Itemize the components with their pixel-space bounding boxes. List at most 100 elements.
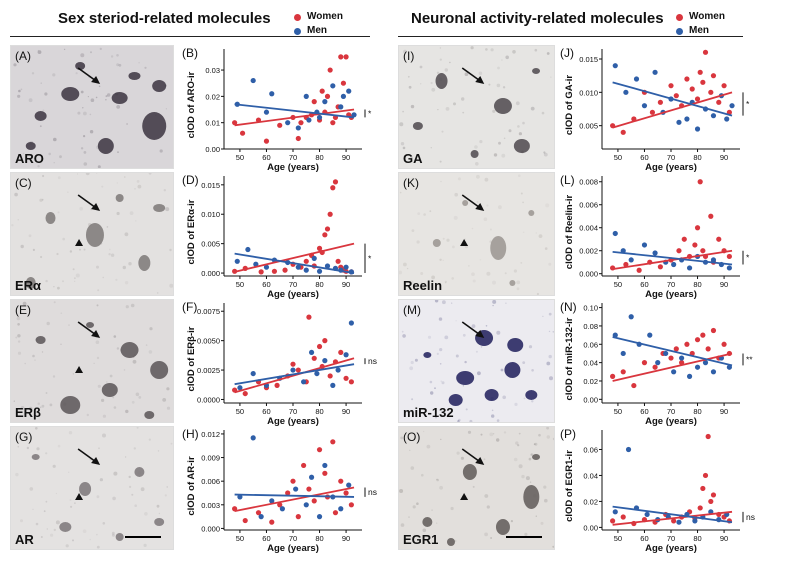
tissue-speckle <box>520 192 523 195</box>
x-tick-label: 70 <box>667 534 675 543</box>
tissue-speckle <box>28 406 33 411</box>
tissue-speckle <box>80 90 84 94</box>
tissue-speckle <box>497 66 500 70</box>
tissue-speckle <box>15 336 18 339</box>
men-trend-line <box>234 363 355 386</box>
men-data-point <box>620 350 626 357</box>
women-data-point <box>306 486 312 492</box>
tissue-speckle <box>111 531 115 535</box>
x-tick-label: 90 <box>342 280 350 289</box>
stained-cell <box>484 389 499 401</box>
women-data-point <box>343 490 349 496</box>
y-tick-label: 0.000 <box>201 269 220 278</box>
tissue-speckle <box>95 96 98 99</box>
men-data-point <box>346 88 352 94</box>
significance-label: * <box>746 99 750 109</box>
tissue-speckle <box>17 445 20 448</box>
arrow-icon <box>461 448 481 463</box>
tissue-speckle <box>148 350 153 354</box>
tissue-speckle <box>512 50 516 54</box>
y-tick-label: 0.00 <box>583 395 598 404</box>
arrow-icon <box>77 194 97 209</box>
women-data-point <box>700 485 706 492</box>
tissue-speckle <box>96 265 99 269</box>
stained-cell <box>134 467 145 477</box>
women-data-point <box>694 225 701 231</box>
legend-item-women: Women <box>294 10 343 24</box>
men-data-point <box>303 93 309 99</box>
tissue-speckle <box>109 374 113 378</box>
tissue-speckle <box>116 182 119 184</box>
tissue-speckle <box>59 155 62 159</box>
tissue-speckle <box>68 431 73 435</box>
arrow-icon <box>461 194 481 209</box>
tissue-speckle <box>57 286 60 290</box>
men-data-point <box>263 264 270 270</box>
men-data-point <box>237 385 243 391</box>
panel-letter: (B) <box>182 46 198 60</box>
tissue-speckle <box>496 330 501 335</box>
tissue-speckle <box>417 212 421 215</box>
tissue-speckle <box>468 265 470 267</box>
men-data-point <box>612 509 618 515</box>
men-data-point <box>644 511 650 518</box>
women-data-point <box>343 375 349 381</box>
tissue-speckle <box>436 71 440 74</box>
tissue-speckle <box>72 373 74 375</box>
women-data-point <box>330 120 336 126</box>
tissue-speckle <box>402 146 406 150</box>
men-data-point <box>340 93 347 99</box>
women-trend-line <box>234 108 355 127</box>
men-data-point <box>316 514 323 520</box>
legend-item-men: Men <box>294 24 343 38</box>
women-data-point <box>316 447 323 453</box>
tissue-speckle <box>436 522 438 524</box>
women-data-point <box>338 54 344 60</box>
arrowhead-icon <box>460 493 469 500</box>
tissue-speckle <box>530 453 534 456</box>
tissue-speckle <box>102 276 104 279</box>
tissue-speckle <box>464 72 469 76</box>
tissue-speckle <box>442 237 445 240</box>
tissue-speckle <box>135 220 137 222</box>
tissue-speckle <box>162 398 167 402</box>
tissue-speckle <box>99 478 103 482</box>
tissue-speckle <box>440 380 442 382</box>
tissue-speckle <box>145 344 148 346</box>
x-axis-label: Age (years) <box>645 416 697 426</box>
tissue-speckle <box>439 58 442 61</box>
x-axis-label: Age (years) <box>645 162 697 172</box>
women-data-point <box>311 498 317 504</box>
tissue-speckle <box>544 247 548 250</box>
men-data-point <box>308 474 315 480</box>
chart-mir132: (N) cIOD of miR-132-ir 0.00 0.02 0.04 0.06 0.0… <box>560 300 753 426</box>
tissue-speckle <box>41 351 44 353</box>
tissue-speckle <box>540 521 544 525</box>
tissue-speckle <box>485 325 488 327</box>
tissue-speckle <box>400 523 405 527</box>
micrograph-ga: (I) GA <box>398 45 555 169</box>
tissue-speckle <box>475 350 478 353</box>
tissue-speckle <box>90 98 95 102</box>
women-data-point <box>316 343 323 350</box>
tissue-speckle <box>496 438 500 442</box>
micrograph-image <box>13 301 171 419</box>
tissue-speckle <box>440 438 442 441</box>
tissue-speckle <box>37 402 40 405</box>
x-tick-label: 50 <box>236 407 244 416</box>
men-data-point <box>335 367 341 373</box>
tissue-speckle <box>158 512 161 515</box>
tissue-speckle <box>411 229 415 232</box>
tissue-speckle <box>99 47 102 50</box>
tissue-speckle <box>136 180 140 183</box>
y-tick-label: 0.00 <box>205 145 220 154</box>
women-data-point <box>322 338 328 344</box>
women-data-point <box>684 76 690 82</box>
tissue-speckle <box>505 302 507 304</box>
men-data-point <box>641 103 648 109</box>
men-data-point <box>330 382 336 388</box>
y-tick-label: 0.04 <box>583 471 598 480</box>
tissue-speckle <box>89 538 91 541</box>
women-data-point <box>721 83 727 89</box>
tissue-speckle <box>130 303 135 308</box>
